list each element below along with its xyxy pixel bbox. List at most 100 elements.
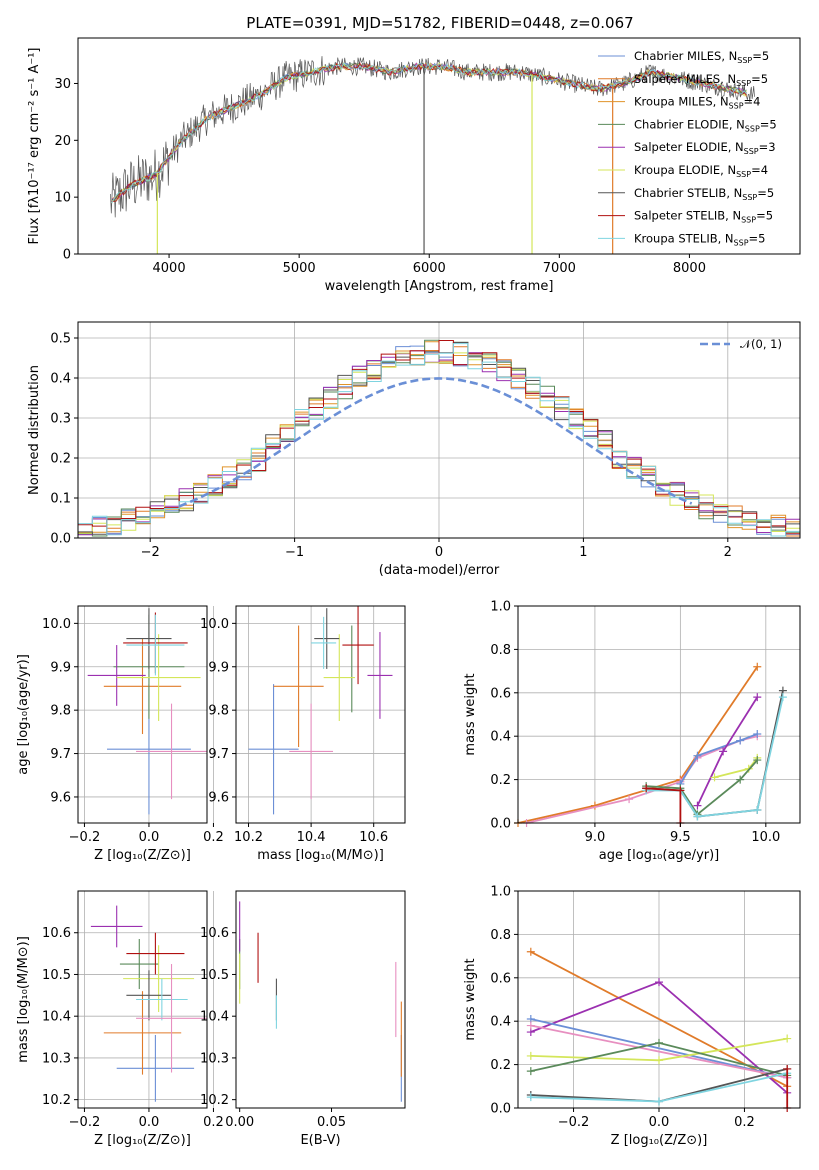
legend-tail: =5 bbox=[757, 186, 774, 200]
weight-vs-z-marker bbox=[655, 1097, 663, 1106]
residual-ytick-label: 0.3 bbox=[50, 412, 71, 427]
weight-vs-age-ytick-label: 0.2 bbox=[490, 773, 511, 788]
mass-vs-z-xtick-label: −0.2 bbox=[69, 1115, 101, 1130]
age-vs-mass-xlabel: mass [log₁₀(M/M⊙)] bbox=[257, 848, 384, 863]
spectrum-xtick-label: 7000 bbox=[543, 261, 576, 276]
legend-text: Salpeter ELODIE, N bbox=[634, 140, 744, 154]
age-vs-z-ytick-label: 10.0 bbox=[42, 617, 71, 632]
mass-vs-ebv-xlabel: E(B-V) bbox=[300, 1133, 340, 1148]
weight-vs-z-series-line bbox=[530, 1018, 788, 1079]
spectrum-ytick-label: 0 bbox=[63, 248, 71, 263]
legend-text: Kroupa STELIB, N bbox=[634, 231, 734, 245]
weight-vs-z-marker bbox=[526, 947, 535, 956]
weight-vs-age-marker bbox=[676, 786, 685, 795]
age-vs-mass-ytick-label: 9.7 bbox=[208, 747, 229, 762]
mass-vs-ebv-xtick-label: 0.05 bbox=[317, 1115, 346, 1130]
weight-vs-z-ytick-label: 1.0 bbox=[490, 885, 511, 900]
weight-vs-z-marker bbox=[526, 1067, 535, 1076]
spectrum-ytick-label: 20 bbox=[54, 134, 71, 149]
mass-vs-ebv-ytick-label: 10.4 bbox=[200, 1010, 229, 1025]
residual-legend-entry: 𝒩(0, 1) bbox=[740, 337, 782, 351]
weight-vs-z-marker bbox=[655, 1056, 663, 1065]
age-vs-z-xtick-label: 0.0 bbox=[139, 830, 160, 845]
weight-vs-age-series-line bbox=[679, 733, 758, 785]
weight-vs-age-marker bbox=[736, 736, 745, 745]
age-vs-z-xtick-label: −0.2 bbox=[69, 830, 101, 845]
mass-vs-z-ytick-label: 10.6 bbox=[42, 926, 71, 941]
legend-text: Chabrier MILES, N bbox=[634, 49, 737, 63]
residual-histogram-step bbox=[78, 350, 800, 537]
legend-text: Chabrier STELIB, N bbox=[634, 186, 742, 200]
spectrum-xtick-label: 6000 bbox=[413, 261, 446, 276]
age-vs-z-ytick-label: 9.8 bbox=[50, 704, 71, 719]
mass-vs-z-xtick-label: 0.0 bbox=[139, 1115, 160, 1130]
weight-vs-age-ytick-label: 0.8 bbox=[490, 643, 511, 658]
legend-tail: =4 bbox=[751, 163, 768, 177]
weight-vs-z-ytick-label: 0.4 bbox=[490, 1015, 511, 1030]
mass-vs-ebv-ytick-label: 10.5 bbox=[200, 968, 229, 983]
spectrum-ylabel: Flux [fλ10⁻¹⁷ erg cm⁻² s⁻¹ A⁻¹] bbox=[27, 48, 42, 245]
age-vs-mass-ytick-label: 10.0 bbox=[200, 617, 229, 632]
spectrum-legend-entry: Kroupa ELODIE, NSSP=4 bbox=[634, 163, 768, 179]
mass-vs-ebv-frame bbox=[235, 890, 406, 1109]
weight-vs-age-xtick-label: 9.5 bbox=[670, 830, 691, 845]
weight-vs-age-marker bbox=[753, 693, 762, 702]
legend-tail: =5 bbox=[760, 117, 777, 131]
spectrum-xtick-label: 5000 bbox=[283, 261, 316, 276]
mass-vs-z-ytick-label: 10.2 bbox=[42, 1093, 71, 1108]
spectrum-legend-entry: Chabrier ELODIE, NSSP=5 bbox=[634, 117, 777, 133]
weight-vs-age-ytick-label: 0.4 bbox=[490, 730, 511, 745]
spectrum-ytick-label: 10 bbox=[54, 191, 71, 206]
residual-histogram-step bbox=[78, 352, 800, 534]
weight-vs-age-series-line bbox=[646, 696, 784, 818]
age-vs-mass-frame bbox=[235, 605, 406, 824]
age-vs-z-frame bbox=[77, 605, 208, 824]
mass-vs-z-xtick-label: 0.2 bbox=[203, 1115, 224, 1130]
legend-subscript: SSP bbox=[736, 170, 751, 179]
weight-vs-age-ylabel: mass weight bbox=[463, 673, 478, 755]
age-vs-mass-ytick-label: 9.9 bbox=[208, 660, 229, 675]
spectrum-legend-entry: Kroupa MILES, NSSP=4 bbox=[634, 95, 760, 111]
legend-subscript: SSP bbox=[741, 216, 756, 225]
mass-vs-z-ytick-label: 10.5 bbox=[42, 968, 71, 983]
mass-vs-ebv-ytick-label: 10.6 bbox=[200, 926, 229, 941]
legend-subscript: SSP bbox=[729, 102, 744, 111]
weight-vs-age-xlabel: age [log₁₀(age/yr)] bbox=[599, 848, 720, 863]
spectrum-xtick-label: 4000 bbox=[153, 261, 186, 276]
age-vs-z-ytick-label: 9.7 bbox=[50, 747, 71, 762]
weight-vs-z-marker bbox=[655, 978, 663, 987]
age-vs-mass-xtick-label: 10.6 bbox=[359, 830, 388, 845]
weight-vs-age-marker bbox=[625, 795, 634, 804]
age-vs-z-ylabel: age [log₁₀(age/yr)] bbox=[16, 654, 31, 775]
spectrum-frame bbox=[77, 37, 801, 255]
residual-ytick-label: 0.4 bbox=[50, 372, 71, 387]
weight-vs-z-ytick-label: 0.0 bbox=[490, 1102, 511, 1117]
weight-vs-z-xtick-label: 0.2 bbox=[734, 1115, 755, 1130]
mass-vs-z-ytick-label: 10.3 bbox=[42, 1051, 71, 1066]
residual-xtick-label: −1 bbox=[285, 545, 304, 560]
weight-vs-age-marker bbox=[753, 805, 762, 814]
weight-vs-z-ytick-label: 0.2 bbox=[490, 1058, 511, 1073]
weight-vs-age-marker bbox=[693, 812, 702, 821]
residual-xtick-label: 0 bbox=[435, 545, 443, 560]
spectrum-model-line bbox=[111, 62, 747, 204]
legend-subscript: SSP bbox=[745, 124, 760, 133]
weight-vs-age-ytick-label: 1.0 bbox=[490, 600, 511, 615]
spectrum-legend-entry: Chabrier STELIB, NSSP=5 bbox=[634, 186, 774, 202]
weight-vs-age-xtick-label: 9.0 bbox=[585, 830, 606, 845]
residual-ytick-label: 0.2 bbox=[50, 452, 71, 467]
weight-vs-age-marker bbox=[753, 730, 762, 739]
legend-tail: =4 bbox=[744, 95, 761, 109]
gaussian-curve bbox=[178, 377, 693, 508]
age-vs-z-ytick-label: 9.6 bbox=[50, 790, 71, 805]
age-vs-z-xlabel: Z [log₁₀(Z/Z⊙)] bbox=[94, 848, 191, 863]
residual-xtick-label: 2 bbox=[724, 545, 732, 560]
spectrum-legend-entry: Chabrier MILES, NSSP=5 bbox=[634, 49, 769, 65]
legend-subscript: SSP bbox=[744, 147, 759, 156]
age-vs-mass-xtick-label: 10.4 bbox=[297, 830, 326, 845]
legend-text: Salpeter MILES, N bbox=[634, 72, 736, 86]
weight-vs-age-marker bbox=[710, 773, 719, 782]
weight-vs-age-marker bbox=[753, 756, 762, 765]
legend-text: Chabrier ELODIE, N bbox=[634, 117, 745, 131]
